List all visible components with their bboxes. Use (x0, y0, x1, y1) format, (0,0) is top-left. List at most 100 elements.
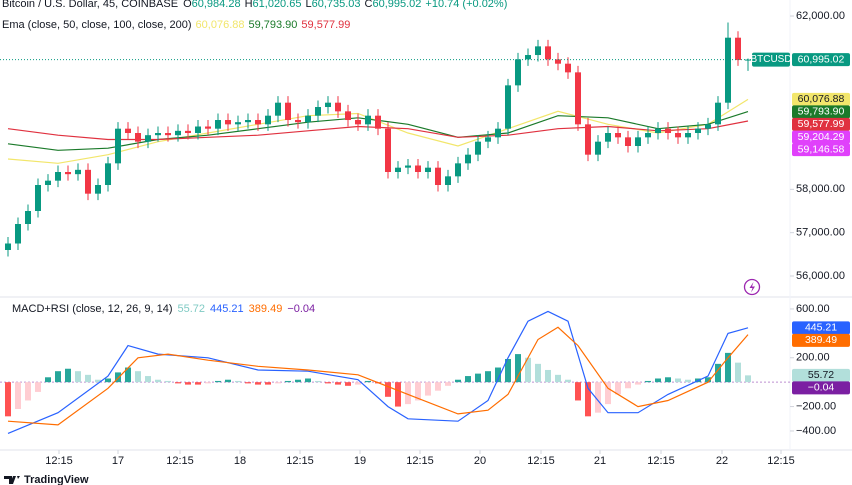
price-label-box (792, 105, 850, 119)
footer-brand: TradingView (24, 474, 89, 485)
price-label: 60,995.02 (798, 53, 845, 65)
histogram-bar (245, 382, 251, 384)
candle-body (185, 130, 191, 134)
histogram-bar (215, 380, 221, 383)
histogram-bar (655, 378, 661, 383)
candle-body (405, 165, 411, 168)
histogram-bar (435, 382, 441, 391)
histogram-bar (145, 376, 151, 383)
histogram-bar (235, 380, 241, 383)
histogram-bar (65, 368, 71, 383)
candle-body (65, 172, 71, 175)
histogram-bar (195, 382, 201, 385)
price-label-box (792, 92, 850, 106)
histogram-bar (395, 382, 401, 407)
candle-body (125, 128, 131, 134)
histogram-bar (155, 379, 161, 383)
candle-body (585, 124, 591, 155)
histogram-bar (725, 352, 731, 383)
histogram-bar (185, 382, 191, 385)
candle-body (275, 102, 281, 116)
price-label-box (792, 53, 850, 67)
x-tick-label: 12:15 (527, 455, 555, 467)
candle-body (335, 102, 341, 112)
price-label: 59,577.99 (798, 118, 845, 130)
candle-body (75, 169, 81, 175)
candle-body (255, 120, 261, 125)
change-value: +10.74 (+0.02%) (425, 0, 507, 10)
candle-body (525, 55, 531, 60)
histogram-bar (205, 382, 211, 384)
price-label: 59,204.29 (798, 131, 845, 143)
candle-body (105, 163, 111, 186)
alert-icon[interactable] (743, 278, 761, 296)
histogram-bar (495, 367, 501, 383)
histogram-bar (125, 367, 131, 383)
histogram-bar (95, 379, 101, 383)
pane-legend: MACD+RSI (close, 12, 26, 9, 14) 55.72 445.… (12, 303, 315, 315)
symbol-title: Bitcoin / U.S. Dollar, 45, COINBASE (2, 0, 178, 10)
histogram-bar (35, 382, 41, 392)
histogram-bar (315, 380, 321, 383)
candle-body (555, 59, 561, 64)
histogram-bar (605, 382, 611, 405)
y-tick-label: 57,000.00 (796, 227, 845, 239)
candle-body (325, 102, 331, 108)
y-tick-label: 200.00 (796, 352, 830, 364)
candle-body (455, 163, 461, 177)
candle-body (365, 115, 371, 125)
overlay-value: 60,076.88 (196, 19, 245, 31)
histogram-bar (715, 363, 721, 383)
candle-body (535, 46, 541, 56)
candle-body (575, 72, 581, 125)
candle-body (725, 37, 731, 103)
histogram-bar (365, 380, 371, 383)
candle-body (355, 120, 361, 125)
histogram-bar (335, 382, 341, 385)
x-tick-label: 12:15 (767, 455, 795, 467)
header-line: Bitcoin / U.S. Dollar, 45, COINBASE O 60,9… (2, 0, 507, 10)
histogram-bar (5, 382, 11, 417)
candle-body (265, 115, 271, 125)
x-tick-label: 22 (716, 455, 728, 467)
histogram-bar (585, 382, 591, 417)
ohlc-value: 60,995.02 (372, 0, 421, 10)
candle-body (565, 63, 571, 73)
x-tick-label: 12:15 (286, 455, 314, 467)
histogram-bar (545, 369, 551, 383)
ohlc-key: L (305, 0, 311, 10)
x-tick-label: 12:15 (647, 455, 675, 467)
pane-value: 445.21 (210, 303, 244, 315)
candle-body (165, 133, 171, 136)
x-tick-label: 12:15 (406, 455, 434, 467)
ohlc-key: H (245, 0, 253, 10)
ohlc-key: O (183, 0, 192, 10)
pane-value: 55.72 (177, 303, 205, 315)
candle-body (715, 102, 721, 125)
overlay-legend: Ema (close, 50, close, 100, close, 200) 6… (2, 19, 350, 31)
candle-body (635, 137, 641, 147)
x-tick-label: 12:15 (45, 455, 73, 467)
candle-body (395, 167, 401, 173)
x-tick-label: 21 (594, 455, 606, 467)
histogram-bar (85, 374, 91, 383)
candle-body (225, 120, 231, 125)
candle-body (445, 176, 451, 186)
candle-body (15, 223, 21, 244)
histogram-bar (225, 379, 231, 383)
overlay-title: Ema (close, 50, close, 100, close, 200) (2, 19, 192, 31)
histogram-bar (135, 371, 141, 383)
histogram-bar (635, 382, 641, 385)
candle-body (85, 169, 91, 194)
price-label: 389.49 (805, 334, 837, 346)
price-label-box (792, 143, 850, 157)
ema-line (7, 111, 749, 151)
histogram-bar (525, 357, 531, 383)
histogram-bar (685, 379, 691, 383)
candle-body (215, 120, 221, 129)
histogram-bar (535, 363, 541, 383)
tradingview-logo[interactable] (4, 476, 20, 484)
candle-body (195, 126, 201, 134)
histogram-bar (425, 382, 431, 396)
